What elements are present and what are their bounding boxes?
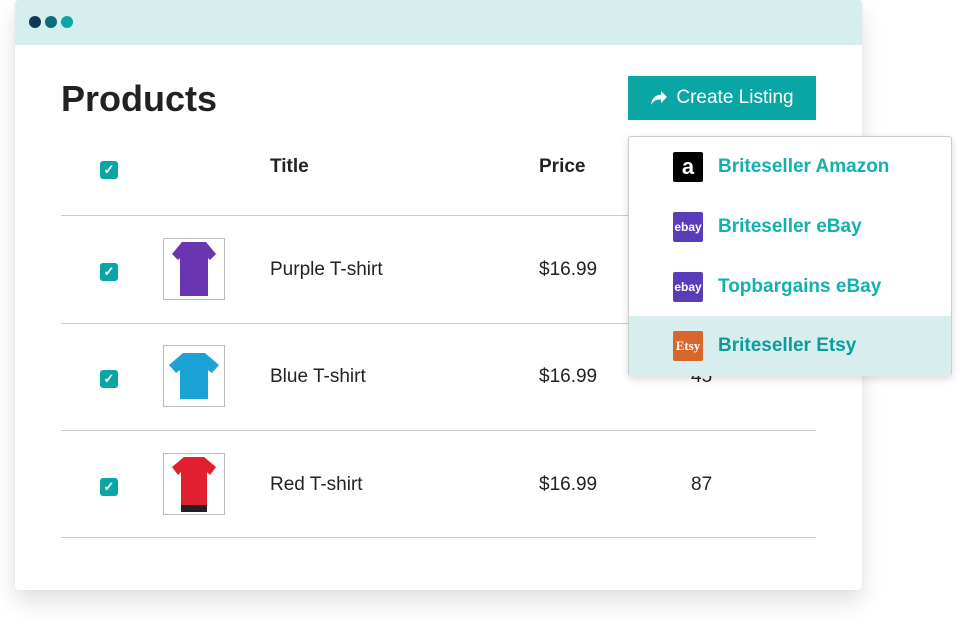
menu-item-label: Briteseller eBay: [718, 216, 862, 237]
amazon-logo-icon: a: [673, 152, 703, 182]
row-checkbox[interactable]: ✓: [100, 478, 118, 496]
ebay-logo-icon: ebay: [673, 212, 703, 242]
share-arrow-icon: [651, 91, 668, 105]
menu-item-label: Briteseller Etsy: [718, 335, 857, 356]
etsy-logo-icon: Etsy: [673, 331, 703, 361]
menu-item-briteseller-ebay[interactable]: ebay Briteseller eBay: [629, 197, 951, 257]
row-checkbox[interactable]: ✓: [100, 370, 118, 388]
product-thumbnail: [163, 238, 225, 300]
product-title: Red T-shirt: [270, 474, 363, 495]
product-thumbnail: [163, 345, 225, 407]
menu-item-label: Topbargains eBay: [718, 276, 882, 297]
window-dot-icon: [45, 16, 57, 28]
divider: [61, 537, 816, 538]
product-thumbnail: [163, 453, 225, 515]
product-title: Blue T-shirt: [270, 366, 366, 387]
tshirt-icon: [172, 457, 216, 512]
tshirt-icon: [169, 353, 219, 399]
tshirt-icon: [172, 242, 216, 296]
divider: [61, 323, 816, 324]
window-titlebar: [15, 0, 862, 45]
select-all-checkbox[interactable]: ✓: [100, 161, 118, 179]
create-listing-button[interactable]: Create Listing: [628, 76, 816, 120]
create-listing-label: Create Listing: [676, 87, 794, 108]
product-quantity: 87: [691, 474, 713, 495]
menu-item-label: Briteseller Amazon: [718, 156, 890, 177]
window-dot-icon: [29, 16, 41, 28]
product-price: $16.99: [539, 474, 598, 495]
product-price: $16.99: [539, 366, 598, 387]
menu-item-briteseller-etsy[interactable]: Etsy Briteseller Etsy: [629, 316, 951, 376]
divider: [61, 430, 816, 431]
column-header-price: Price: [539, 156, 586, 177]
product-title: Purple T-shirt: [270, 259, 383, 280]
row-checkbox[interactable]: ✓: [100, 263, 118, 281]
menu-item-briteseller-amazon[interactable]: a Briteseller Amazon: [629, 137, 951, 197]
page-title: Products: [61, 78, 218, 119]
menu-item-topbargains-ebay[interactable]: ebay Topbargains eBay: [629, 257, 951, 317]
window-dot-icon: [61, 16, 73, 28]
product-price: $16.99: [539, 259, 598, 280]
ebay-logo-icon: ebay: [673, 272, 703, 302]
column-header-title: Title: [270, 156, 309, 177]
divider: [61, 215, 816, 216]
create-listing-dropdown: a Briteseller Amazon ebay Briteseller eB…: [628, 136, 952, 376]
